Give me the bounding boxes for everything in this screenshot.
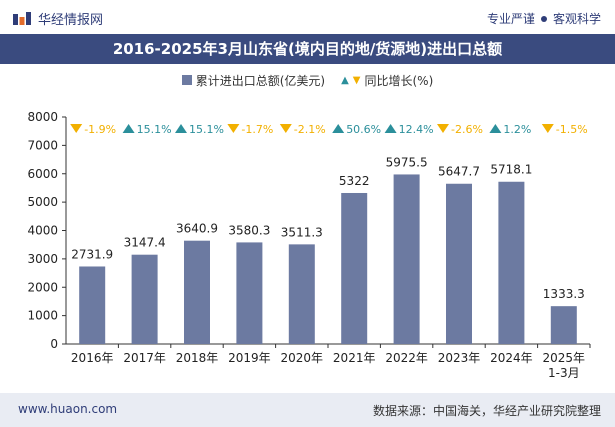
x-tick-label: 2020年 [281, 351, 324, 365]
bar-value-label: 5718.1 [490, 163, 532, 177]
growth-value-label: 1.2% [503, 123, 531, 136]
growth-up-triangle-icon [489, 124, 502, 133]
growth-down-triangle-icon [541, 124, 554, 133]
growth-up-triangle-icon [332, 124, 345, 133]
tagline-dot-icon [540, 16, 547, 22]
chart-title: 2016-2025年3月山东省(境内目的地/货源地)进出口总额 [112, 40, 503, 58]
growth-value-label: -1.5% [556, 123, 588, 136]
tagline-right: 客观科学 [552, 12, 601, 26]
bar [184, 240, 210, 344]
triangle-down-icon: ▼ [352, 74, 361, 86]
bar [341, 192, 368, 344]
bar [393, 174, 420, 344]
growth-value-label: 12.4% [399, 123, 434, 136]
x-tick-label: 2023年 [438, 351, 481, 365]
website-link[interactable]: www.huaon.com [18, 402, 118, 416]
legend-bar-swatch-icon [181, 75, 192, 85]
y-tick-label: 7000 [27, 138, 58, 152]
bar-value-label: 3511.3 [281, 225, 323, 239]
growth-down-triangle-icon [437, 124, 449, 133]
bar [79, 266, 106, 344]
brand-name: 华经情报网 [38, 13, 104, 28]
footer: www.huaon.com 数据来源：中国海关，华经产业研究院整理 [0, 393, 615, 427]
growth-down-triangle-icon [279, 124, 292, 133]
tagline: 专业严谨 客观科学 [487, 10, 601, 27]
triangle-up-icon: ▲ [341, 74, 349, 86]
x-tick-label: 2018年 [176, 351, 219, 365]
bar-value-label: 3580.3 [228, 223, 270, 237]
bar-value-label: 5975.5 [386, 155, 428, 169]
growth-down-triangle-icon [227, 124, 240, 133]
legend-bar-label: 累计进出口总额(亿美元) [195, 73, 326, 88]
growth-value-label: -1.9% [84, 123, 116, 136]
growth-value-label: 15.1% [189, 123, 224, 136]
bar [550, 306, 577, 344]
bar [288, 244, 315, 344]
tagline-left: 专业严谨 [486, 12, 535, 26]
brand[interactable]: 华经情报网 [12, 9, 103, 28]
legend-growth-label: 同比增长(%) [364, 73, 434, 88]
x-tick-label: 2022年 [385, 351, 428, 365]
x-tick-label: 2021年 [333, 351, 376, 365]
growth-value-label: 15.1% [137, 123, 172, 136]
bar-value-label: 2731.9 [71, 247, 113, 261]
growth-value-label: 50.6% [346, 123, 381, 136]
bar-value-label: 5322 [339, 174, 370, 188]
y-tick-label: 8000 [27, 110, 58, 124]
bar-value-label: 5647.7 [438, 165, 480, 179]
x-tick-label: 2024年 [490, 351, 533, 365]
chart-legend: 累计进出口总额(亿美元) ▲ ▼ 同比增长(%) [0, 70, 615, 90]
growth-up-triangle-icon [122, 124, 135, 133]
growth-value-label: -2.6% [451, 123, 483, 136]
y-tick-label: 5000 [27, 195, 58, 209]
growth-down-triangle-icon [70, 124, 83, 133]
bar-chart: 0 1000 2000 3000 4000 5000 6000 7000 8000 2731.9 2… [27, 110, 591, 380]
legend-item-growth[interactable]: ▲ ▼ 同比增长(%) [341, 72, 433, 89]
title-bar: 2016-2025年3月山东省(境内目的地/货源地)进出口总额 [0, 34, 615, 64]
growth-up-triangle-icon [175, 124, 187, 133]
y-tick-label: 6000 [27, 167, 58, 181]
data-source: 数据来源：中国海关，华经产业研究院整理 [372, 404, 601, 418]
bar [498, 181, 525, 344]
bar [236, 242, 263, 344]
x-tick-label: 2025年 [543, 351, 586, 365]
bar [131, 254, 158, 344]
y-tick-label: 3000 [27, 252, 58, 266]
growth-up-triangle-icon [384, 124, 397, 133]
y-tick-label: 0 [50, 337, 58, 351]
bar [446, 183, 472, 344]
y-tick-label: 1000 [27, 309, 58, 323]
x-tick-label: 2016年 [71, 351, 114, 365]
bar-value-label: 1333.3 [543, 287, 585, 301]
bar-value-label: 3147.4 [124, 236, 166, 250]
growth-value-label: -2.1% [294, 123, 326, 136]
y-tick-label: 4000 [27, 224, 58, 238]
x-tick-label: 2017年 [123, 351, 166, 365]
x-tick-label: 1-3月 [548, 366, 580, 380]
legend-item-bar[interactable]: 累计进出口总额(亿美元) [181, 72, 326, 89]
huajing-logo-icon [13, 11, 31, 25]
top-bar: 华经情报网 专业严谨 客观科学 [0, 0, 615, 34]
x-tick-label: 2019年 [228, 351, 271, 365]
bar-value-label: 3640.9 [176, 222, 218, 236]
growth-value-label: -1.7% [241, 123, 273, 136]
y-tick-label: 2000 [27, 280, 58, 294]
